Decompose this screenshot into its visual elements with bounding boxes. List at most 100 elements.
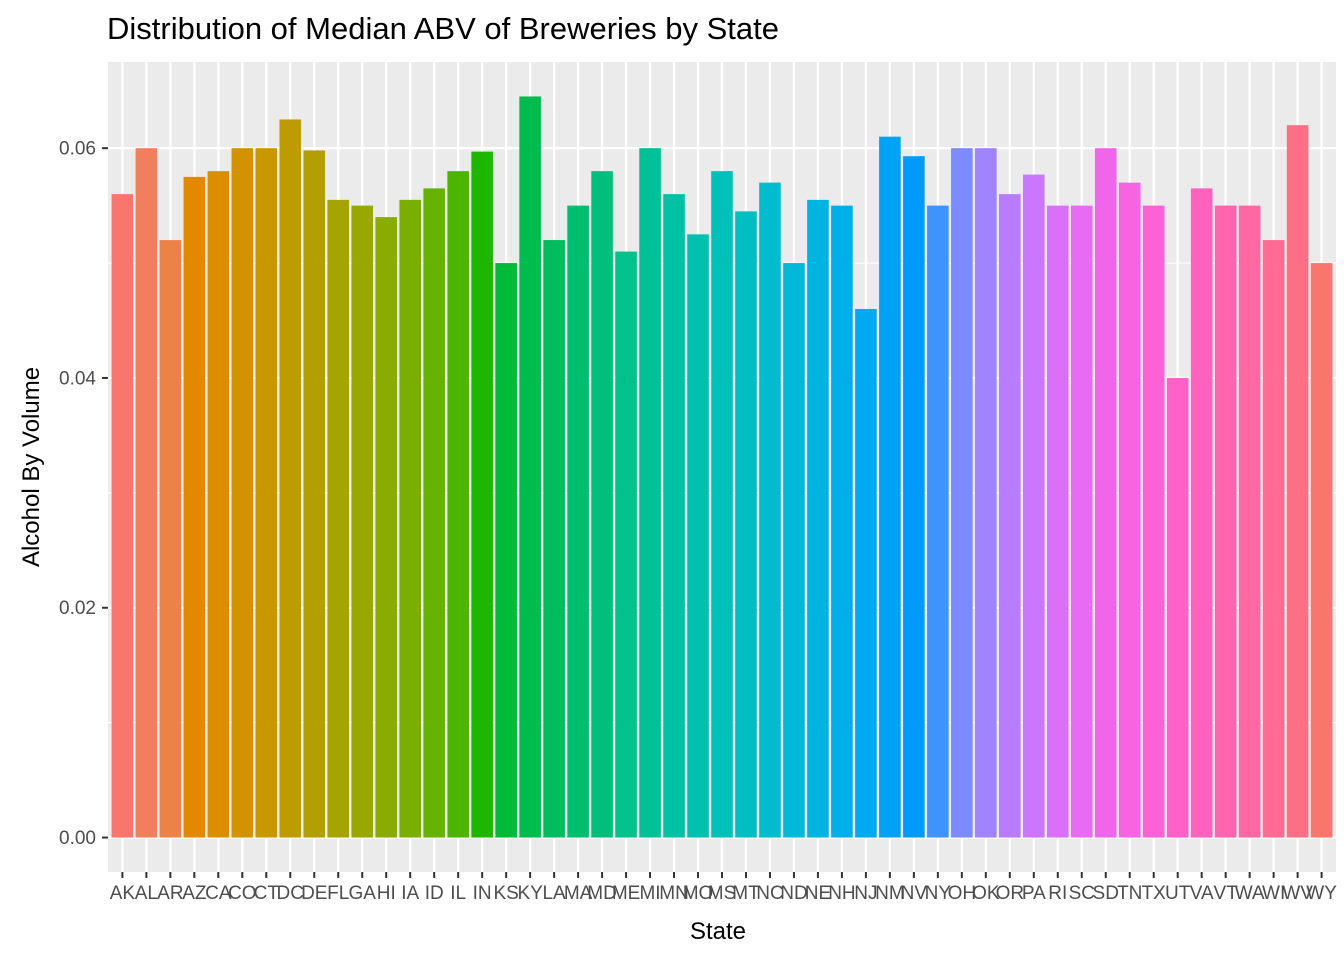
x-tick-label: PA <box>1022 883 1046 904</box>
x-tick-label: MI <box>639 883 660 904</box>
y-tick-label: 0.00 <box>59 828 96 849</box>
x-tick-label: NM <box>875 883 905 904</box>
x-tick-label: MN <box>659 883 689 904</box>
x-tick-label: NC <box>756 883 783 904</box>
x-tick-label: NE <box>805 883 831 904</box>
x-tick-label: AL <box>135 883 158 904</box>
bar-wy <box>1310 263 1333 838</box>
x-tick-label: WY <box>1306 883 1337 904</box>
bar-az <box>183 176 206 838</box>
bar-ar <box>159 240 182 838</box>
bar-ct <box>255 148 278 838</box>
bar-tx <box>1142 205 1165 838</box>
x-tick-label: IL <box>450 883 466 904</box>
bar-ma <box>567 205 589 838</box>
bar-wi <box>1262 240 1285 838</box>
y-tick-label: 0.04 <box>59 368 96 389</box>
x-tick-label: WA <box>1235 883 1265 904</box>
x-tick-label: GA <box>349 883 377 904</box>
bar-id <box>423 188 445 838</box>
x-tick-label: MA <box>564 883 593 904</box>
x-tick-label: VT <box>1214 883 1239 904</box>
x-tick-label: SD <box>1093 883 1119 904</box>
bar-nm <box>879 136 901 838</box>
bar-vt <box>1214 205 1237 838</box>
x-tick-label: OR <box>996 883 1025 904</box>
bar-in <box>471 151 493 838</box>
bar-ny <box>927 205 949 838</box>
x-tick-label: LA <box>542 883 566 904</box>
bar-co <box>231 148 254 838</box>
bar-pa <box>1023 174 1045 838</box>
x-tick-label: AK <box>110 883 136 904</box>
bar-md <box>591 171 613 838</box>
bar-nd <box>783 263 805 838</box>
x-tick-label: HI <box>377 883 396 904</box>
bar-la <box>543 240 565 838</box>
x-tick-label: NY <box>925 883 952 904</box>
x-tick-label: DE <box>301 883 327 904</box>
bar-nh <box>831 205 853 838</box>
bar-tn <box>1118 182 1141 838</box>
bar-ok <box>975 148 997 838</box>
chart-title: Distribution of Median ABV of Breweries … <box>107 11 779 46</box>
x-tick-label: ND <box>780 883 807 904</box>
x-tick-label: MT <box>732 883 760 904</box>
x-tick-label: OH <box>948 883 977 904</box>
x-tick-label: KS <box>493 883 518 904</box>
x-tick-label: MO <box>683 883 714 904</box>
bar-de <box>303 150 326 838</box>
y-tick-label: 0.02 <box>59 598 96 619</box>
bar-ia <box>399 199 421 838</box>
bar-mi <box>639 148 661 838</box>
bar-va <box>1190 188 1213 838</box>
bar-dc <box>279 119 302 838</box>
x-tick-label: VA <box>1190 883 1214 904</box>
x-tick-label: TN <box>1117 883 1142 904</box>
x-tick-label: CA <box>205 883 232 904</box>
x-tick-label: AR <box>157 883 183 904</box>
x-tick-label: FL <box>327 883 349 904</box>
bar-wv <box>1286 125 1309 838</box>
x-axis-title: State <box>690 918 746 945</box>
bar-or <box>999 194 1021 838</box>
bar-oh <box>951 148 973 838</box>
bar-ne <box>807 199 829 838</box>
bars <box>111 96 1333 838</box>
bar-mn <box>663 194 685 838</box>
bar-il <box>447 171 469 838</box>
bar-mo <box>687 234 709 838</box>
bar-hi <box>375 217 398 838</box>
x-tick-label: CT <box>254 883 280 904</box>
x-tick-label: ME <box>612 883 641 904</box>
x-tick-label: ID <box>425 883 444 904</box>
bar-ri <box>1046 205 1069 838</box>
bar-fl <box>327 199 350 838</box>
y-axis: 0.00 0.02 0.04 0.06 <box>59 139 108 849</box>
bar-ak <box>111 194 134 838</box>
x-tick-label: CO <box>228 883 257 904</box>
x-tick-label: NV <box>901 883 928 904</box>
x-tick-label: NJ <box>854 883 877 904</box>
x-tick-label: RI <box>1048 883 1067 904</box>
bar-mt <box>735 211 757 838</box>
x-tick-label: WI <box>1262 883 1285 904</box>
bar-sd <box>1094 148 1117 838</box>
x-tick-label: MS <box>708 883 737 904</box>
x-tick-label: AZ <box>182 883 207 904</box>
bar-ca <box>207 171 230 838</box>
y-axis-title: Alcohol By Volume <box>18 367 45 567</box>
bar-al <box>135 148 158 838</box>
bar-wa <box>1238 205 1261 838</box>
bar-ga <box>351 205 374 838</box>
x-tick-label: TX <box>1142 883 1167 904</box>
bar-ky <box>519 96 541 838</box>
x-tick-label: KY <box>517 883 543 904</box>
x-tick-label: SC <box>1069 883 1095 904</box>
x-tick-label: DC <box>277 883 304 904</box>
x-tick-label: IA <box>401 883 419 904</box>
bar-nj <box>855 309 877 838</box>
x-tick-label: OK <box>972 883 1000 904</box>
